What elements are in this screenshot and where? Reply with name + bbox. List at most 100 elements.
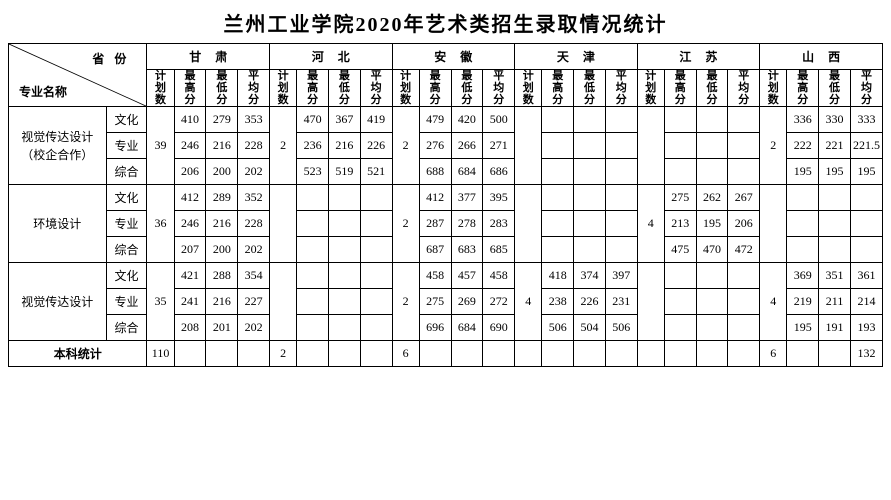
plan-cell: 35: [147, 263, 174, 341]
val-cell: 214: [850, 289, 882, 315]
val-cell: [850, 237, 882, 263]
val-cell: 246: [174, 133, 206, 159]
val-cell: [728, 133, 760, 159]
province-header: 山西: [760, 44, 883, 70]
subcol-header: 最低分: [328, 70, 360, 107]
subcol-header: 最低分: [451, 70, 483, 107]
table-head: 省份 专业名称 甘肃 河北 安徽 天津 江苏 山西 计划数最高分最低分平均分计划…: [9, 44, 883, 107]
val-cell: [787, 185, 819, 211]
val-cell: 421: [174, 263, 206, 289]
val-cell: [328, 341, 360, 367]
val-cell: [664, 289, 696, 315]
table-row: 专业241216227275269272238226231219211214: [9, 289, 883, 315]
val-cell: 202: [238, 159, 270, 185]
val-cell: [360, 263, 392, 289]
subcol-header: 最低分: [696, 70, 728, 107]
val-cell: [451, 341, 483, 367]
val-cell: 688: [419, 159, 451, 185]
val-cell: 521: [360, 159, 392, 185]
plan-cell: [515, 107, 542, 185]
plan-cell: 39: [147, 107, 174, 185]
val-cell: [696, 159, 728, 185]
val-cell: [605, 107, 637, 133]
major-name: 环境设计: [9, 185, 107, 263]
plan-cell: [760, 185, 787, 263]
val-cell: 266: [451, 133, 483, 159]
val-cell: 271: [483, 133, 515, 159]
val-cell: [728, 289, 760, 315]
val-cell: [605, 211, 637, 237]
val-cell: [574, 159, 606, 185]
val-cell: 216: [206, 133, 238, 159]
val-cell: 330: [819, 107, 851, 133]
val-cell: 506: [542, 315, 574, 341]
val-cell: [605, 159, 637, 185]
val-cell: [360, 211, 392, 237]
val-cell: [542, 107, 574, 133]
subcol-header: 平均分: [728, 70, 760, 107]
plan-total: 6: [760, 341, 787, 367]
score-type: 文化: [106, 263, 147, 289]
val-cell: 287: [419, 211, 451, 237]
val-cell: 696: [419, 315, 451, 341]
val-cell: 269: [451, 289, 483, 315]
subcol-header: 计划数: [760, 70, 787, 107]
val-cell: 200: [206, 159, 238, 185]
val-cell: [542, 133, 574, 159]
plan-cell: [637, 107, 664, 185]
val-cell: [574, 237, 606, 263]
val-cell: 227: [238, 289, 270, 315]
val-cell: 200: [206, 237, 238, 263]
subcol-header: 最高分: [419, 70, 451, 107]
val-cell: 206: [728, 211, 760, 237]
totals-label: 本科统计: [9, 341, 147, 367]
subcol-header: 最高分: [297, 70, 329, 107]
val-cell: [728, 159, 760, 185]
plan-cell: [269, 263, 296, 341]
val-cell: [238, 341, 270, 367]
val-cell: [819, 211, 851, 237]
table-row: 综合206200202523519521688684686195195195: [9, 159, 883, 185]
subcol-header: 最高分: [542, 70, 574, 107]
val-cell: [174, 341, 206, 367]
val-cell: 410: [174, 107, 206, 133]
val-cell: 221: [819, 133, 851, 159]
val-cell: [542, 185, 574, 211]
plan-cell: 2: [392, 185, 419, 263]
table-row: 专业246216228287278283213195206: [9, 211, 883, 237]
val-cell: 216: [206, 289, 238, 315]
val-cell: [360, 341, 392, 367]
plan-total: 2: [269, 341, 296, 367]
val-cell: 684: [451, 315, 483, 341]
val-cell: 221.5: [850, 133, 882, 159]
subcol-header: 最低分: [574, 70, 606, 107]
subcol-header: 最高分: [664, 70, 696, 107]
val-cell: 201: [206, 315, 238, 341]
val-cell: [297, 341, 329, 367]
val-cell: [297, 315, 329, 341]
val-cell: [297, 237, 329, 263]
val-cell: 275: [419, 289, 451, 315]
val-cell: 367: [328, 107, 360, 133]
val-cell: 191: [819, 315, 851, 341]
val-cell: 208: [174, 315, 206, 341]
province-header: 甘肃: [147, 44, 270, 70]
table-row: 专业246216228236216226276266271222221221.5: [9, 133, 883, 159]
plan-total: [515, 341, 542, 367]
val-cell: [605, 341, 637, 367]
val-cell: [328, 263, 360, 289]
val-cell: 207: [174, 237, 206, 263]
val-cell: [360, 315, 392, 341]
val-cell: [297, 289, 329, 315]
major-name: 视觉传达设计: [9, 263, 107, 341]
val-cell: 283: [483, 211, 515, 237]
subcol-header: 计划数: [392, 70, 419, 107]
val-cell: [819, 237, 851, 263]
val-cell: [696, 133, 728, 159]
plan-cell: 2: [760, 107, 787, 185]
val-cell: 361: [850, 263, 882, 289]
score-type: 综合: [106, 315, 147, 341]
val-cell: 684: [451, 159, 483, 185]
val-cell: 336: [787, 107, 819, 133]
val-cell: [542, 159, 574, 185]
